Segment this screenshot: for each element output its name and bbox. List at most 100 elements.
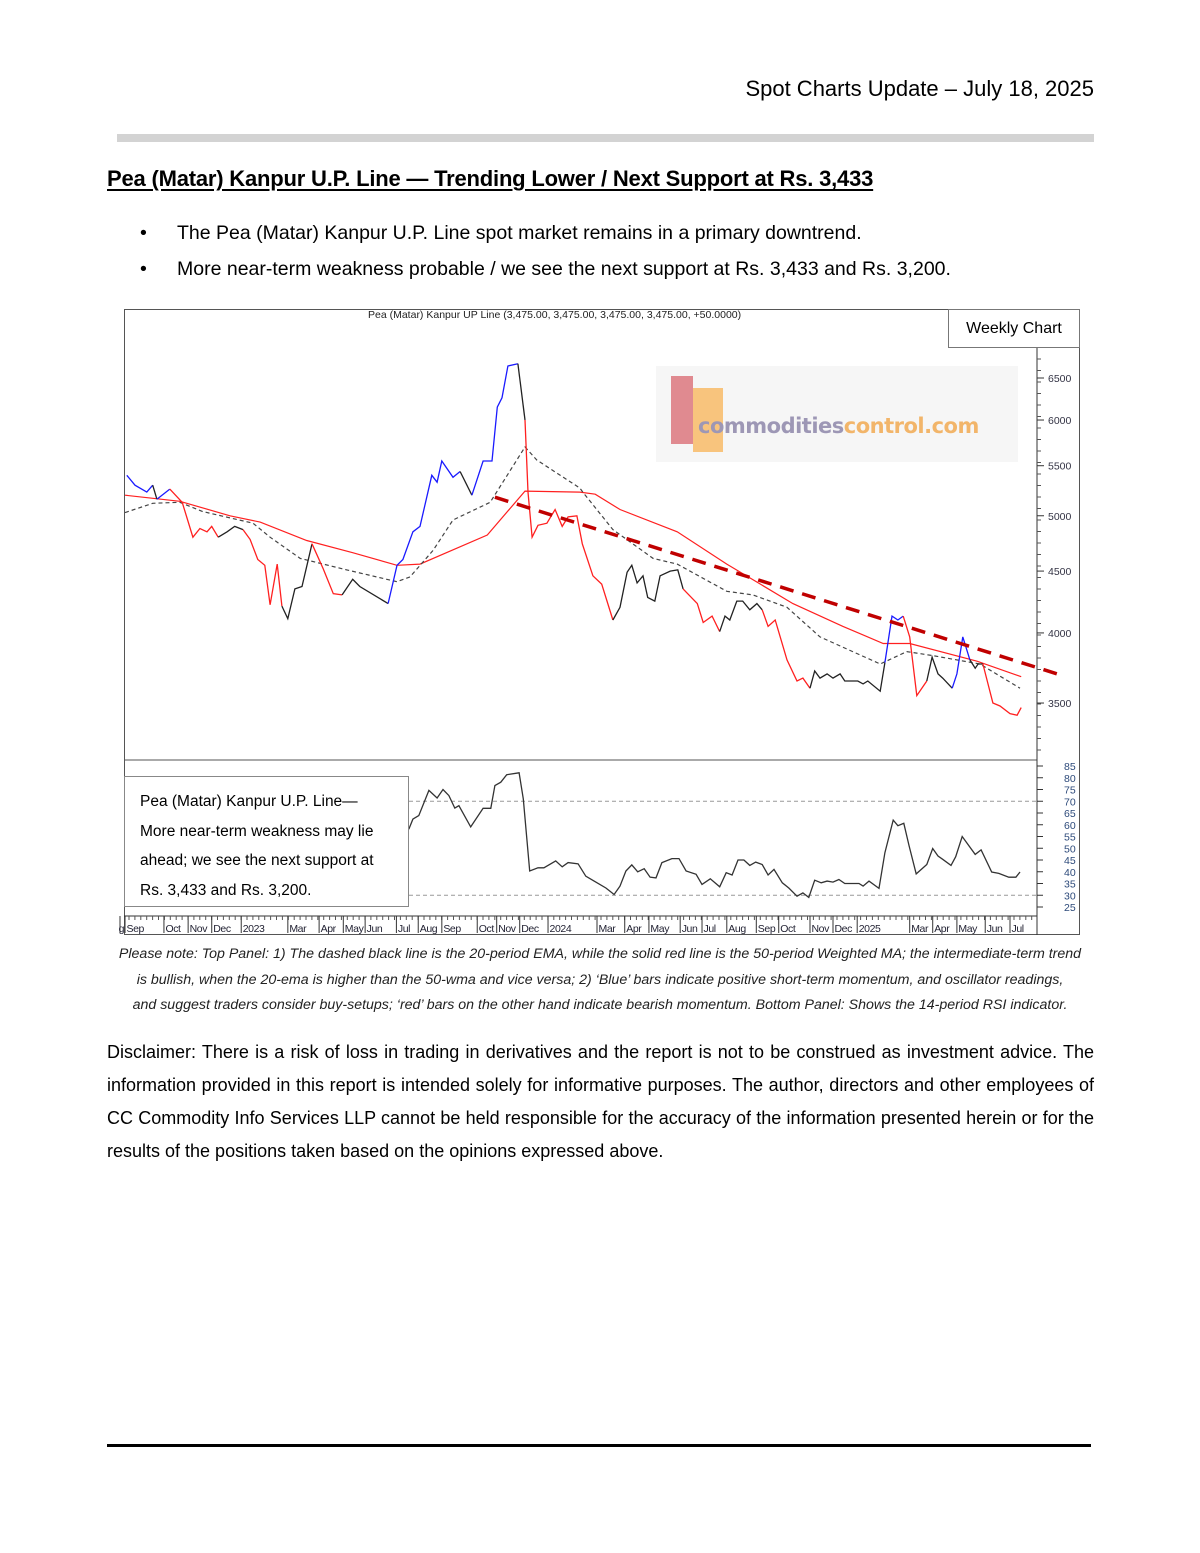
price-segment-red: [682, 588, 721, 632]
bullet-icon: •: [140, 222, 147, 244]
x-tick-label: Mar: [911, 923, 929, 935]
x-tick-label: 2023: [243, 923, 265, 935]
rsi-line: [408, 772, 1021, 899]
rsi-tick-label: 40: [1064, 867, 1076, 879]
price-rsi-chart: 6500 6000 5500 5000 4500 4000 3500 858075706560…: [119, 347, 1076, 935]
trend-line: [494, 495, 1058, 676]
price-tick-label: 4500: [1048, 566, 1072, 578]
price-segment-blue: [156, 488, 171, 500]
section-title: Pea (Matar) Kanpur U.P. Line — Trending …: [107, 166, 874, 191]
x-tick-label: Oct: [165, 923, 181, 935]
note-line: Rs. 3,433 and Rs. 3,200.: [140, 881, 312, 899]
price-segment-red: [524, 419, 614, 621]
x-tick-label: Sep: [758, 923, 776, 935]
caption-line: Please note: Top Panel: 1) The dashed bl…: [118, 946, 1082, 962]
logo-red-block: [671, 376, 693, 444]
caption-line: is bullish, when the 20-ema is higher th…: [136, 972, 1064, 988]
x-tick-label: Mar: [599, 923, 617, 935]
x-tick-label: Nov: [811, 923, 830, 935]
price-tick-label: 6000: [1048, 415, 1072, 427]
price-segment-red: [761, 609, 811, 689]
price-segment-black: [281, 543, 313, 621]
x-tick-label: Jun: [367, 923, 383, 935]
x-tick-label: Jul: [704, 923, 716, 935]
x-tick-label: Mar: [289, 923, 307, 935]
chart-note-box: Pea (Matar) Kanpur U.P. Line— More near-…: [124, 776, 409, 907]
price-tick-label: 5000: [1048, 511, 1072, 523]
x-tick-label: Jun: [987, 923, 1003, 935]
watermark-logo: commoditiescontrol.com: [656, 366, 1018, 462]
rsi-tick-label: 65: [1064, 808, 1076, 820]
x-tick-label: Jun: [682, 923, 698, 935]
price-segment-blue: [951, 636, 971, 689]
rsi-tick-label: 30: [1064, 890, 1076, 902]
price-segment-black: [926, 654, 953, 689]
price-segment-red: [169, 488, 219, 539]
footer-rule: [107, 1444, 1091, 1447]
price-segment-black: [341, 578, 389, 605]
rsi-tick-label: 35: [1064, 879, 1076, 891]
header-divider: [117, 134, 1094, 142]
note-line: More near-term weakness may lie: [140, 822, 374, 840]
bullet-text: More near-term weakness probable / we se…: [177, 258, 951, 280]
bullet-item: • More near-term weakness probable / we s…: [140, 258, 951, 281]
x-tick-label: Apr: [934, 923, 950, 935]
report-header: Spot Charts Update – July 18, 2025: [745, 76, 1094, 101]
price-segment-blue: [884, 614, 904, 663]
price-segment-blue: [387, 459, 461, 604]
chart-frame: [124, 309, 1080, 935]
x-tick-label: May: [650, 923, 670, 935]
bullet-icon: •: [140, 258, 147, 280]
logo-text-b: control.com: [843, 414, 980, 438]
x-tick-label: Nov: [190, 923, 209, 935]
price-segment-blue: [471, 363, 519, 496]
price-tick-label: 4000: [1048, 628, 1072, 640]
logo-orange-block: [693, 388, 723, 452]
x-tick-label: Oct: [780, 923, 796, 935]
price-segment-red: [982, 663, 1022, 716]
x-tick-label: May: [345, 923, 365, 935]
x-tick-label: Aug: [420, 923, 438, 935]
rsi-tick-label: 70: [1064, 796, 1076, 808]
x-tick-label: Dec: [213, 923, 231, 935]
price-segment-black: [217, 525, 244, 538]
price-segment-black: [612, 563, 684, 621]
note-line: Pea (Matar) Kanpur U.P. Line—: [140, 793, 358, 810]
x-tick-label: Oct: [479, 923, 495, 935]
rsi-tick-label: 85: [1064, 761, 1076, 773]
x-tick-label: Jul: [1012, 923, 1024, 935]
period-label: Weekly Chart: [948, 309, 1080, 348]
price-segment-black: [969, 659, 983, 670]
x-tick-label: 2024: [550, 923, 572, 935]
price-tick-label: 3500: [1048, 698, 1072, 710]
price-segment-blue: [126, 474, 154, 493]
x-tick-label: Nov: [498, 923, 517, 935]
x-tick-label: Apr: [626, 923, 642, 935]
ema20-line: [124, 446, 1021, 689]
x-tick-label: Aug: [728, 923, 746, 935]
price-segment-black: [809, 662, 886, 693]
x-tick-label: Sep: [443, 923, 461, 935]
rsi-tick-label: 55: [1064, 832, 1076, 844]
x-tick-label: Apr: [321, 923, 337, 935]
rsi-tick-label: 25: [1064, 902, 1076, 914]
price-tick-label: 6500: [1048, 373, 1072, 385]
caption-line: and suggest traders consider buy-setups;…: [132, 997, 1068, 1013]
logo-text-a: commodities: [698, 414, 844, 438]
x-tick-label: Jul: [398, 923, 410, 935]
price-segment-black: [459, 471, 473, 496]
wma50-line: [124, 490, 1022, 678]
chart-title: Pea (Matar) Kanpur UP Line (3,475.00, 3,…: [368, 309, 742, 321]
price-segment-red: [242, 529, 283, 607]
bullet-item: • The Pea (Matar) Kanpur U.P. Line spot m…: [140, 222, 862, 245]
note-line: ahead; we see the next support at: [140, 852, 374, 869]
price-segment-red: [311, 543, 343, 596]
rsi-tick-label: 60: [1064, 820, 1076, 832]
rsi-tick-label: 75: [1064, 785, 1076, 797]
x-tick-label: May: [958, 923, 978, 935]
rsi-tick-label: 50: [1064, 843, 1076, 855]
price-segment-black: [152, 485, 158, 500]
rsi-tick-label: 45: [1064, 855, 1076, 867]
disclaimer: Disclaimer: There is a risk of loss in t…: [107, 1042, 1094, 1161]
